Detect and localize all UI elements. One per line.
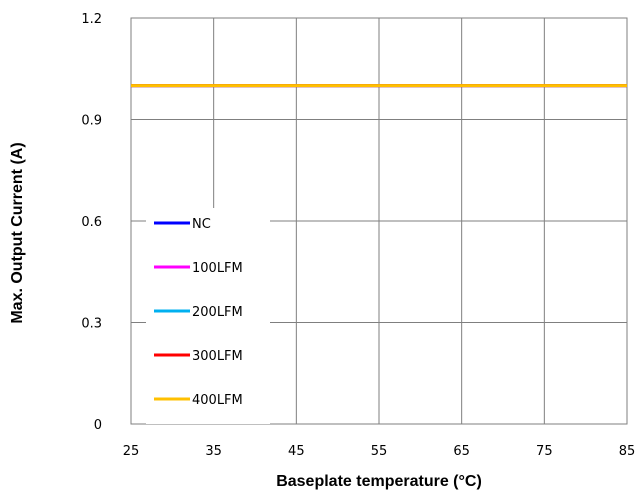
x-tick-label: 65 [453, 444, 470, 459]
legend: NC 100LFM 200LFM 300LFM 400LFM [146, 208, 270, 424]
y-tick-label: 0.9 [81, 114, 102, 129]
legend-label: NC [192, 217, 211, 232]
y-tick-labels: 0 0.3 0.6 0.9 1.2 [81, 12, 102, 433]
x-tick-labels: 25 35 45 55 65 75 85 [123, 444, 636, 459]
y-tick-label: 0.6 [81, 215, 102, 230]
x-tick-label: 55 [371, 444, 388, 459]
plot-frame [130, 17, 628, 425]
legend-label: 200LFM [192, 305, 243, 320]
legend-label: 300LFM [192, 349, 243, 364]
x-axis-title: Baseplate temperature (°C) [276, 473, 482, 490]
y-tick-label: 0 [94, 418, 102, 433]
y-axis-title: Max. Output Current (A) [9, 142, 26, 323]
y-tick-label: 0.3 [81, 317, 102, 332]
y-tick-label: 1.2 [81, 12, 102, 27]
legend-box [146, 208, 270, 424]
legend-label: 400LFM [192, 393, 243, 408]
legend-label: 100LFM [192, 261, 243, 276]
x-tick-label: 85 [619, 444, 636, 459]
x-tick-label: 25 [123, 444, 140, 459]
x-tick-label: 45 [288, 444, 305, 459]
x-tick-label: 75 [536, 444, 553, 459]
x-tick-label: 35 [205, 444, 222, 459]
